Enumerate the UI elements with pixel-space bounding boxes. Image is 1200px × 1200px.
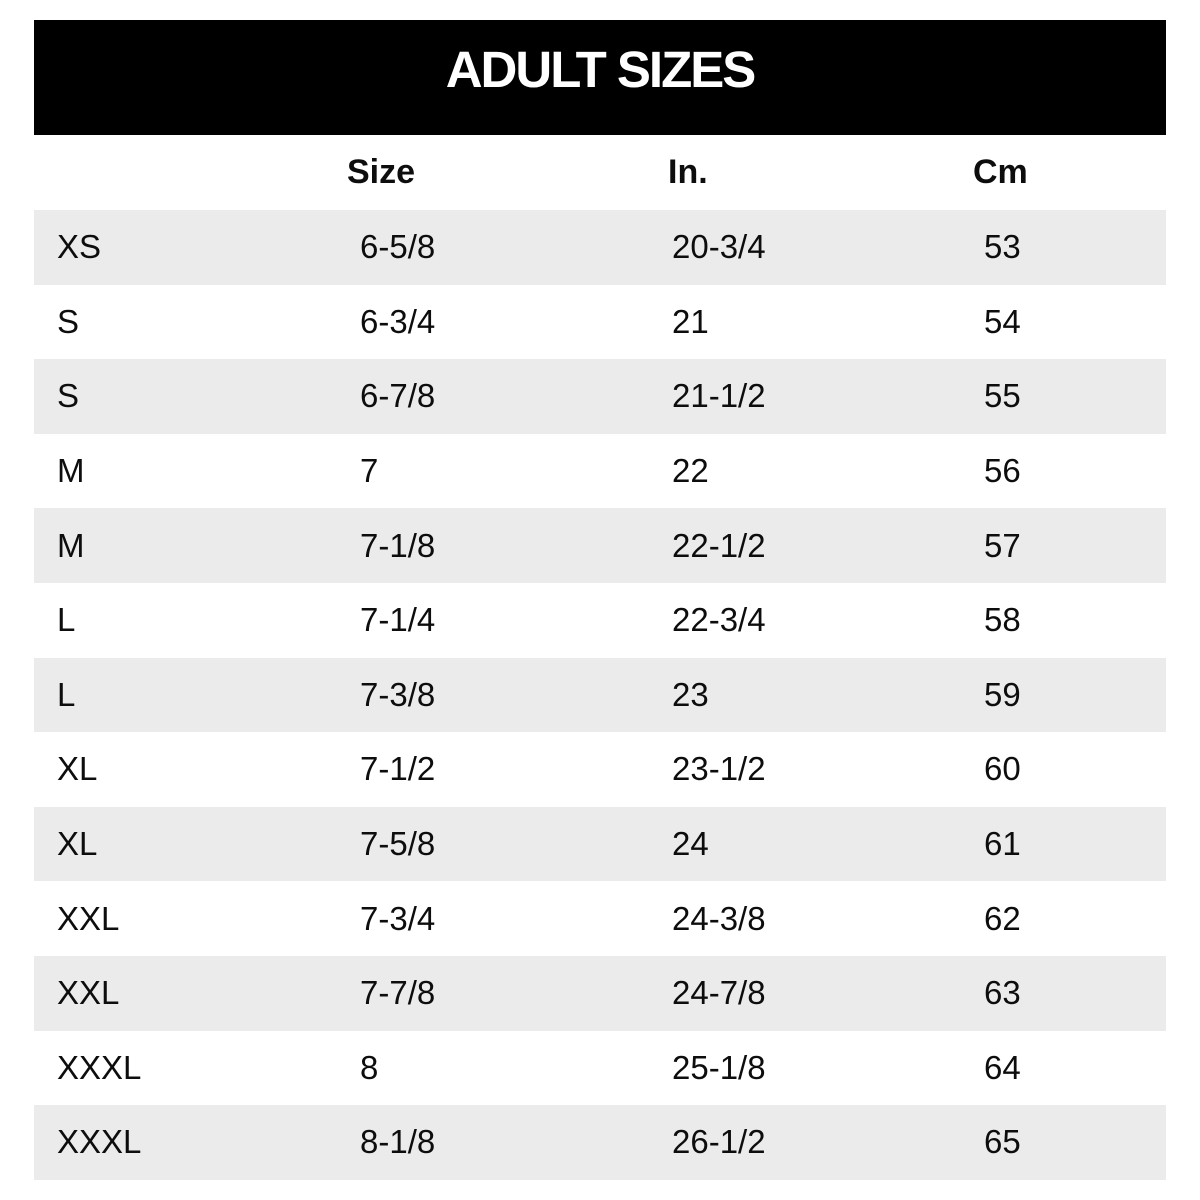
cell-cm: 53 (984, 228, 1021, 266)
table-row: XL 7-5/8 24 61 (34, 806, 1166, 882)
cell-inches: 21 (672, 302, 709, 340)
cell-size-label: XL (57, 825, 98, 863)
column-header-size: Size (347, 153, 416, 191)
cell-cm: 62 (984, 899, 1021, 937)
cell-size-label: L (57, 601, 76, 639)
cell-size: 6-3/4 (360, 302, 436, 340)
cell-inches: 24-3/8 (672, 899, 766, 937)
cell-size: 6-7/8 (360, 377, 436, 415)
column-header-cm-wrap: Cm (973, 153, 1166, 192)
cell-size-label: M (57, 452, 85, 490)
cell-size: 7-1/2 (360, 750, 436, 788)
column-header-cm: Cm (973, 153, 1028, 191)
cell-size-label: S (57, 302, 80, 340)
column-header-inches-wrap: In. (668, 153, 984, 192)
cell-inches: 24-7/8 (672, 974, 766, 1012)
cell-size: 7-3/8 (360, 675, 436, 713)
cell-cm: 58 (984, 601, 1021, 639)
cell-inches: 26-1/2 (672, 1123, 766, 1161)
cell-cm: 64 (984, 1048, 1021, 1086)
cell-size-label: XXL (57, 974, 120, 1012)
size-chart: ADULT SIZES Size In. Cm XS 6-5/8 20-3/4 … (34, 0, 1166, 1180)
table-row: XXL 7-7/8 24-7/8 63 (34, 955, 1166, 1031)
cell-size: 7 (360, 452, 379, 490)
cell-size: 8-1/8 (360, 1123, 436, 1161)
table-row: XXXL 8-1/8 26-1/2 65 (34, 1105, 1166, 1180)
cell-cm: 59 (984, 675, 1021, 713)
cell-size-label: XXL (57, 899, 120, 937)
cell-size-label: XS (57, 228, 102, 266)
table-row: S 6-3/4 21 54 (34, 284, 1166, 360)
cell-inches: 20-3/4 (672, 228, 766, 266)
cell-cm: 54 (984, 302, 1021, 340)
cell-size: 7-5/8 (360, 825, 436, 863)
cell-size: 8 (360, 1048, 379, 1086)
cell-size: 7-7/8 (360, 974, 436, 1012)
cell-cm: 63 (984, 974, 1021, 1012)
table-row: M 7 22 56 (34, 433, 1166, 509)
cell-cm: 65 (984, 1123, 1021, 1161)
cell-inches: 25-1/8 (672, 1048, 766, 1086)
cell-cm: 57 (984, 526, 1021, 564)
cell-size-label: XXXL (57, 1048, 142, 1086)
cell-size: 6-5/8 (360, 228, 436, 266)
cell-cm: 56 (984, 452, 1021, 490)
cell-size-label: S (57, 377, 80, 415)
column-header-inches: In. (668, 153, 708, 191)
cell-size-label: L (57, 675, 76, 713)
table-row: XXXL 8 25-1/8 64 (34, 1030, 1166, 1106)
title-bar: ADULT SIZES (34, 20, 1166, 135)
table-row: XL 7-1/2 23-1/2 60 (34, 732, 1166, 807)
cell-size: 7-1/4 (360, 601, 436, 639)
chart-title: ADULT SIZES (445, 41, 757, 98)
column-header-size-wrap: Size (347, 153, 672, 192)
cell-size: 7-1/8 (360, 526, 436, 564)
table-row: M 7-1/8 22-1/2 57 (34, 508, 1166, 583)
table-row: L 7-1/4 22-3/4 58 (34, 582, 1166, 658)
cell-size-label: XXXL (57, 1123, 142, 1161)
cell-cm: 61 (984, 825, 1021, 863)
table-body: XS 6-5/8 20-3/4 53 S 6-3/4 21 54 S 6-7/8… (34, 210, 1166, 1180)
cell-size-label: M (57, 526, 85, 564)
table-row: L 7-3/8 23 59 (34, 657, 1166, 733)
cell-inches: 24 (672, 825, 709, 863)
table-row: XS 6-5/8 20-3/4 53 (34, 210, 1166, 285)
cell-cm: 55 (984, 377, 1021, 415)
cell-size-label: XL (57, 750, 98, 788)
cell-inches: 22-1/2 (672, 526, 766, 564)
cell-inches: 23 (672, 675, 709, 713)
cell-inches: 22-3/4 (672, 601, 766, 639)
table-row: XXL 7-3/4 24-3/8 62 (34, 881, 1166, 956)
cell-size: 7-3/4 (360, 899, 436, 937)
cell-inches: 21-1/2 (672, 377, 766, 415)
table-header-row: Size In. Cm (34, 135, 1166, 210)
cell-inches: 23-1/2 (672, 750, 766, 788)
cell-cm: 60 (984, 750, 1021, 788)
cell-inches: 22 (672, 452, 709, 490)
table-row: S 6-7/8 21-1/2 55 (34, 359, 1166, 434)
